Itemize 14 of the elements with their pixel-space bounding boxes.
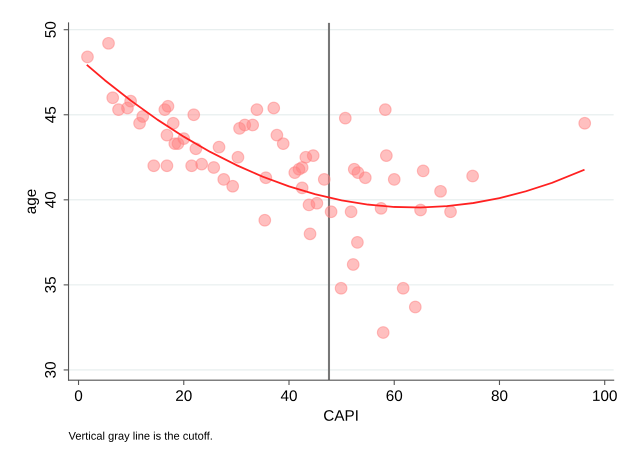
y-tick-label: 35 bbox=[44, 277, 56, 293]
y-axis-title: age bbox=[28, 189, 40, 214]
x-tick-label: 0 bbox=[74, 390, 82, 402]
x-tick-label: 40 bbox=[280, 390, 297, 402]
y-tick-label: 40 bbox=[44, 192, 56, 208]
text: Vertical gray line is the cutoff. bbox=[68, 432, 212, 442]
y-tick-label: 50 bbox=[44, 22, 56, 38]
x-tick-label: 80 bbox=[492, 390, 508, 402]
x-tick-label: 100 bbox=[593, 390, 617, 402]
y-tick-label: 30 bbox=[44, 362, 56, 378]
x-tick-label: 60 bbox=[386, 390, 402, 402]
y-tick-label: 45 bbox=[45, 106, 56, 123]
x-axis-title: CAPI bbox=[324, 410, 358, 421]
x-tick-label: 20 bbox=[176, 390, 192, 402]
